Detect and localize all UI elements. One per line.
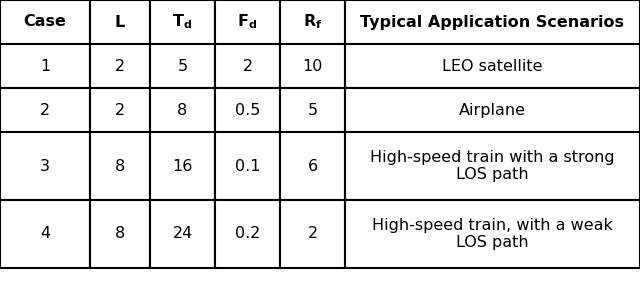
Bar bbox=[0, 0, 90, 44]
Text: Airplane: Airplane bbox=[459, 103, 526, 117]
Text: 5: 5 bbox=[177, 58, 188, 74]
Bar bbox=[345, 0, 640, 44]
Bar bbox=[0, 44, 90, 88]
Bar bbox=[280, 200, 345, 268]
Text: $\mathbf{T_d}$: $\mathbf{T_d}$ bbox=[172, 13, 193, 31]
Bar bbox=[150, 44, 215, 88]
Text: 2: 2 bbox=[115, 103, 125, 117]
Text: $\mathbf{R_f}$: $\mathbf{R_f}$ bbox=[303, 13, 323, 31]
Bar bbox=[280, 0, 345, 44]
Bar bbox=[90, 200, 150, 268]
Bar bbox=[90, 0, 150, 44]
Bar bbox=[150, 200, 215, 268]
Bar bbox=[0, 200, 90, 268]
Bar bbox=[215, 0, 280, 44]
Text: 2: 2 bbox=[307, 227, 317, 241]
Text: 8: 8 bbox=[115, 227, 125, 241]
Bar bbox=[345, 200, 640, 268]
Text: 2: 2 bbox=[40, 103, 50, 117]
Bar bbox=[150, 88, 215, 132]
Text: 4: 4 bbox=[40, 227, 50, 241]
Bar bbox=[280, 132, 345, 200]
Text: 1: 1 bbox=[40, 58, 50, 74]
Bar bbox=[215, 88, 280, 132]
Bar bbox=[0, 132, 90, 200]
Text: 6: 6 bbox=[307, 158, 317, 174]
Bar bbox=[150, 132, 215, 200]
Bar bbox=[215, 132, 280, 200]
Bar bbox=[90, 44, 150, 88]
Text: LEO satellite: LEO satellite bbox=[442, 58, 543, 74]
Bar bbox=[0, 88, 90, 132]
Bar bbox=[345, 88, 640, 132]
Text: Typical Application Scenarios: Typical Application Scenarios bbox=[360, 15, 625, 30]
Text: 8: 8 bbox=[115, 158, 125, 174]
Text: 10: 10 bbox=[302, 58, 323, 74]
Text: $\mathbf{F_d}$: $\mathbf{F_d}$ bbox=[237, 13, 257, 31]
Text: High-speed train, with a weak
LOS path: High-speed train, with a weak LOS path bbox=[372, 218, 613, 250]
Text: 2: 2 bbox=[115, 58, 125, 74]
Text: 8: 8 bbox=[177, 103, 188, 117]
Bar bbox=[215, 200, 280, 268]
Text: Case: Case bbox=[24, 15, 67, 30]
Bar bbox=[280, 44, 345, 88]
Text: 16: 16 bbox=[172, 158, 193, 174]
Bar bbox=[90, 132, 150, 200]
Text: 3: 3 bbox=[40, 158, 50, 174]
Text: $\mathbf{L}$: $\mathbf{L}$ bbox=[114, 14, 126, 30]
Bar bbox=[90, 88, 150, 132]
Bar bbox=[280, 88, 345, 132]
Bar bbox=[150, 0, 215, 44]
Bar bbox=[345, 132, 640, 200]
Text: 0.2: 0.2 bbox=[235, 227, 260, 241]
Bar bbox=[215, 44, 280, 88]
Text: 0.5: 0.5 bbox=[235, 103, 260, 117]
Text: 0.1: 0.1 bbox=[235, 158, 260, 174]
Text: 24: 24 bbox=[172, 227, 193, 241]
Text: 5: 5 bbox=[307, 103, 317, 117]
Text: High-speed train with a strong
LOS path: High-speed train with a strong LOS path bbox=[370, 150, 615, 182]
Text: 2: 2 bbox=[243, 58, 253, 74]
Bar bbox=[345, 44, 640, 88]
